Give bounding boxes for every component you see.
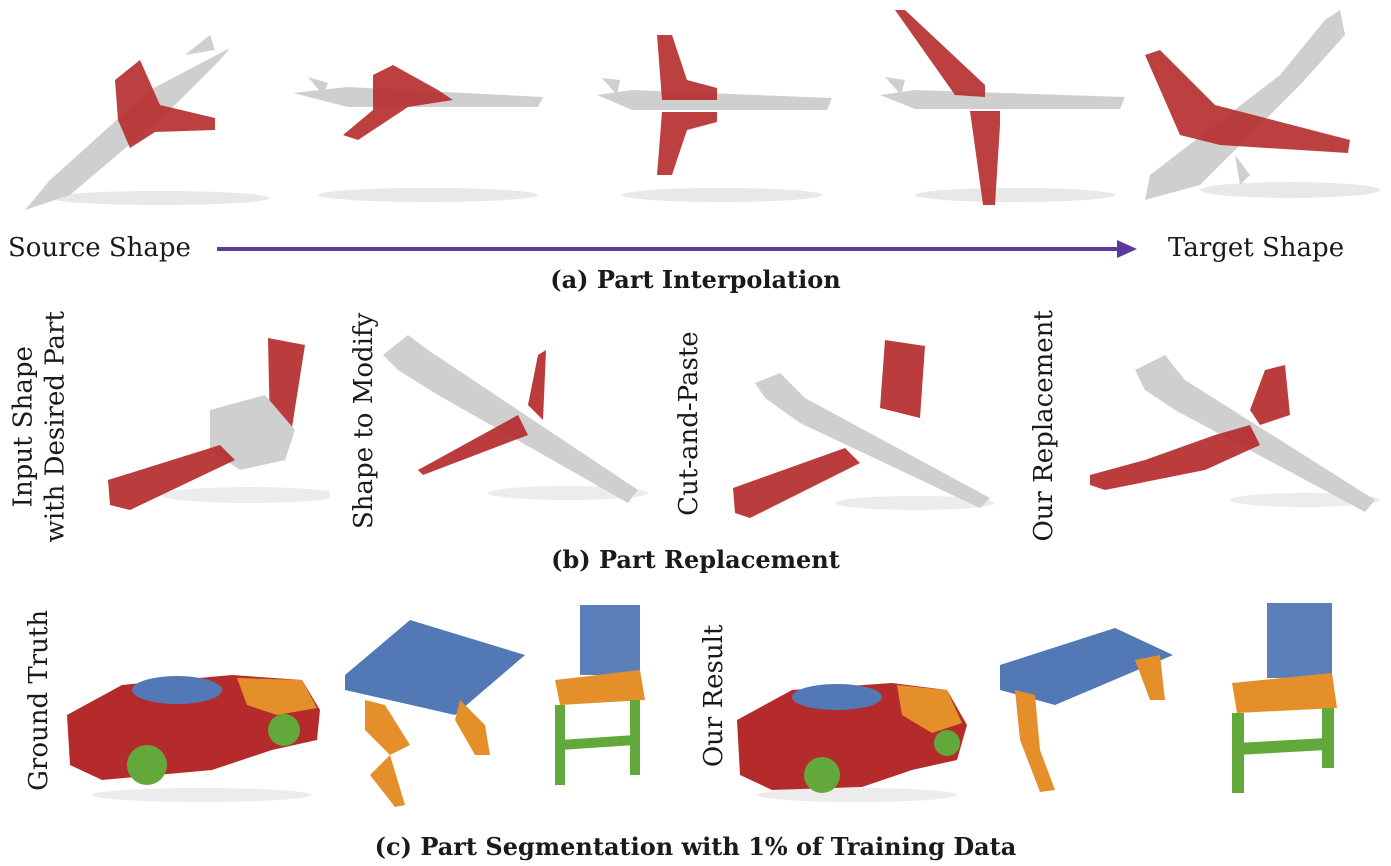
interp-airplane-1: [25, 35, 270, 210]
label-input-shape: Input Shape with Desired Part: [8, 297, 71, 557]
replace-our-replacement: [1090, 355, 1380, 512]
interp-airplane-2: [293, 65, 543, 202]
label-ground-truth: Ground Truth: [24, 609, 55, 791]
label-our-result: Our Result: [699, 624, 730, 768]
seg-car-our-result: [737, 683, 967, 802]
replace-shape-to-modify: [383, 335, 648, 503]
target-shape-label: Target Shape: [1168, 233, 1345, 263]
label-our-replacement: Our Replacement: [1029, 310, 1060, 542]
seg-table-our-result: [1000, 628, 1173, 792]
seg-chair-ground-truth: [555, 605, 645, 785]
replace-input-shape: [108, 338, 330, 510]
seg-table-ground-truth: [345, 620, 525, 807]
interp-airplane-4: [880, 10, 1125, 205]
interp-airplane-3: [597, 35, 832, 202]
interp-airplane-5: [1145, 10, 1380, 200]
seg-car-ground-truth: [67, 675, 320, 802]
source-shape-label: Source Shape: [8, 233, 191, 263]
label-input-shape-line1: Input Shape with Desired Part: [8, 311, 70, 543]
caption-a: (a) Part Interpolation: [550, 265, 841, 294]
label-shape-to-modify: Shape to Modify: [349, 312, 380, 529]
caption-c: (c) Part Segmentation with 1% of Trainin…: [374, 832, 1017, 861]
interpolation-arrow: [217, 240, 1137, 258]
replace-cut-and-paste: [733, 340, 995, 518]
caption-b: (b) Part Replacement: [551, 545, 840, 574]
seg-chair-our-result: [1232, 603, 1337, 793]
label-cut-and-paste: Cut-and-Paste: [674, 331, 705, 516]
